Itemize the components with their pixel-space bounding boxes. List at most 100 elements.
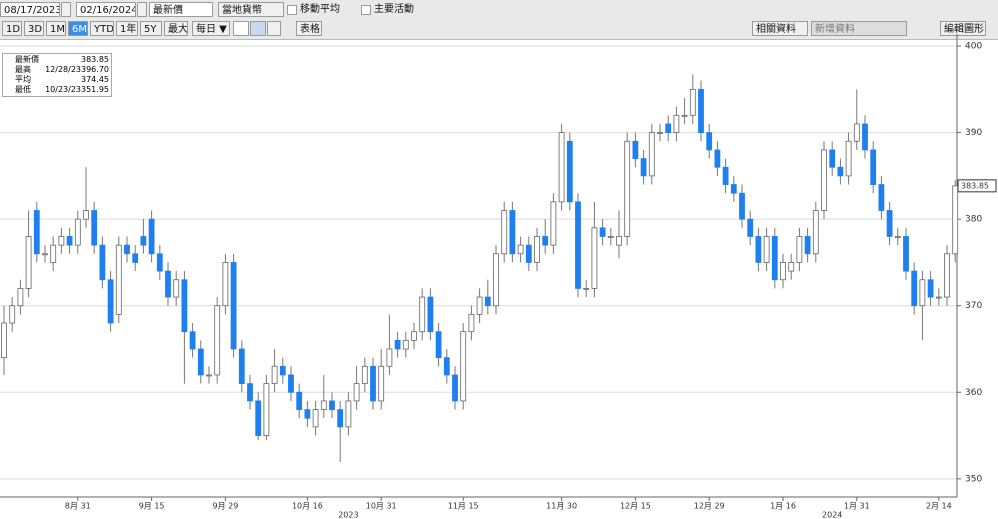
- moving-average[interactable]: 移動平均: [300, 4, 340, 15]
- x-tick-label: 9月 29: [212, 502, 238, 511]
- calendar-icon[interactable]: [61, 2, 71, 17]
- candle-body: [845, 140, 852, 177]
- blank-box[interactable]: [267, 21, 281, 36]
- candle-body: [878, 184, 885, 211]
- legend-label: 最高: [15, 65, 31, 74]
- y-tick-label: 400: [965, 42, 982, 52]
- legend: 最新價 383.85 最高 12/28/23 396.70 平均 374.45 最低 10/23…: [2, 53, 112, 97]
- start-date[interactable]: 08/17/2023: [0, 2, 60, 17]
- legend-value: 374.45: [81, 75, 109, 84]
- candle-body: [706, 132, 713, 151]
- candle-body: [394, 339, 401, 350]
- candle-body: [452, 374, 458, 402]
- range-button[interactable]: 1年: [116, 21, 138, 36]
- candle-body: [427, 296, 434, 333]
- blank-box[interactable]: [233, 21, 249, 36]
- candle-body: [476, 296, 483, 315]
- range-button[interactable]: 1M: [46, 21, 66, 36]
- candle-body: [771, 236, 778, 281]
- candle-body: [25, 236, 32, 289]
- candle-body: [927, 279, 934, 298]
- currency[interactable]: 當地貨幣: [218, 2, 284, 17]
- end-date[interactable]: 02/16/2024: [76, 2, 136, 17]
- candle-body: [230, 262, 237, 350]
- candle-body: [853, 123, 860, 142]
- x-tick-label: 11月 15: [448, 502, 479, 511]
- candle-body: [115, 244, 122, 315]
- checkbox[interactable]: [287, 5, 297, 15]
- frequency[interactable]: 每日 ▼: [192, 21, 230, 36]
- x-tick-label: 1月 31: [844, 502, 870, 511]
- candle-body: [124, 244, 130, 255]
- candle-body: [698, 88, 704, 134]
- candle-body: [271, 365, 278, 385]
- candle-body: [640, 158, 647, 177]
- candle-body: [206, 374, 212, 377]
- edit-button[interactable]: 編輯圖形: [940, 21, 986, 36]
- price-field[interactable]: 最新價: [149, 2, 213, 17]
- candle-body: [681, 114, 688, 117]
- candle-body: [247, 383, 253, 402]
- legend-date: [49, 55, 81, 65]
- candle-body: [17, 288, 24, 307]
- candle-body: [870, 149, 877, 185]
- range-button[interactable]: 1D: [2, 21, 22, 36]
- candle-body: [616, 236, 622, 246]
- candle-body: [74, 218, 81, 246]
- candle-body: [714, 149, 721, 168]
- candle-body: [894, 236, 901, 238]
- table-button[interactable]: 表格: [296, 21, 322, 36]
- candle-body: [312, 409, 319, 428]
- candle-body: [517, 244, 524, 255]
- candle-body: [632, 140, 639, 159]
- candle-body: [337, 409, 344, 428]
- x-tick-label: 12月 29: [694, 502, 725, 511]
- candle-body: [402, 339, 409, 350]
- candle-body: [599, 227, 606, 237]
- candle-body: [911, 270, 918, 307]
- candle-body: [58, 236, 65, 246]
- candle-body: [730, 184, 737, 194]
- range-button[interactable]: 5Y: [140, 21, 162, 36]
- candle-body: [837, 166, 844, 177]
- candle-body: [648, 132, 655, 177]
- range-button[interactable]: 最大: [164, 21, 188, 36]
- last-price-box: [957, 179, 997, 193]
- checkbox[interactable]: [361, 5, 371, 15]
- key-events[interactable]: 主要活動: [374, 4, 414, 15]
- blank-box[interactable]: [250, 21, 266, 36]
- candle-body: [435, 331, 442, 359]
- candle-body: [665, 123, 672, 134]
- add-data[interactable]: 新增資料: [811, 21, 907, 36]
- related-button[interactable]: 相關資料: [752, 21, 808, 36]
- candle-body: [156, 253, 163, 272]
- candle-body: [952, 185, 959, 255]
- candle-body: [903, 236, 909, 272]
- legend-value: 396.70: [81, 65, 109, 74]
- x-tick-label: 10月 16: [292, 502, 323, 511]
- candle-body: [181, 279, 188, 333]
- x-tick-label: 8月 31: [65, 502, 91, 511]
- candle-body: [238, 348, 245, 385]
- candle-body: [484, 296, 491, 307]
- range-button[interactable]: YTD: [90, 21, 114, 36]
- candle-body: [345, 400, 352, 428]
- candle-body: [542, 236, 549, 246]
- range-button[interactable]: 3D: [24, 21, 44, 36]
- candle-body: [919, 279, 926, 307]
- candle-body: [320, 400, 327, 410]
- candle-body: [9, 305, 16, 324]
- candle-body: [1, 322, 7, 359]
- candle-body: [722, 166, 729, 185]
- candle-body: [279, 365, 286, 376]
- candle-body: [42, 253, 48, 256]
- range-button[interactable]: 6M: [68, 21, 88, 36]
- x-tick-label: 9月 15: [139, 502, 165, 511]
- candle-body: [214, 305, 221, 376]
- candle-body: [353, 383, 360, 402]
- candle-body: [165, 270, 171, 298]
- legend-date: 10/23/23: [45, 85, 81, 94]
- y-tick-label: 350: [965, 474, 982, 484]
- calendar-icon[interactable]: [137, 2, 147, 17]
- candle-body: [624, 140, 631, 237]
